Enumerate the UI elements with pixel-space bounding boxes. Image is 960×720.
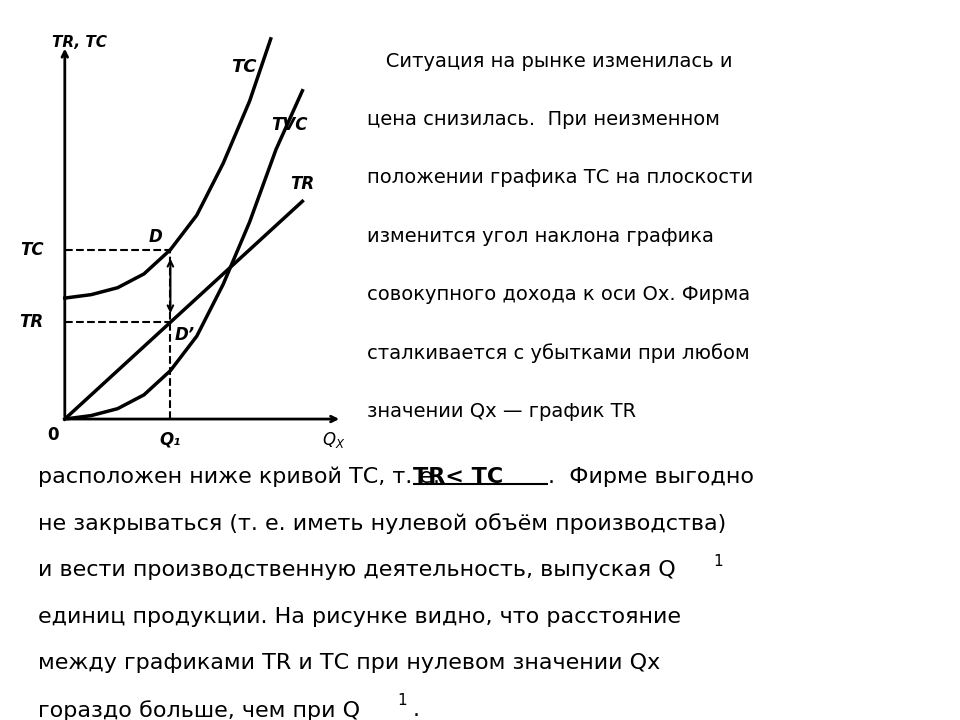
Text: совокупного дохода к оси Ох. Фирма: совокупного дохода к оси Ох. Фирма [367, 285, 750, 304]
Text: гораздо больше, чем при Q: гораздо больше, чем при Q [38, 700, 361, 720]
Text: изменится угол наклона графика: изменится угол наклона графика [367, 227, 714, 246]
Text: сталкивается с убытками при любом: сталкивается с убытками при любом [367, 343, 750, 363]
Text: .: . [413, 700, 420, 720]
Text: TR< TC: TR< TC [413, 467, 503, 487]
Text: TVC: TVC [271, 116, 307, 134]
Text: и вести производственную деятельность, выпуская Q: и вести производственную деятельность, в… [38, 560, 676, 580]
Text: TC: TC [20, 240, 43, 258]
Text: положении графика ТС на плоскости: положении графика ТС на плоскости [367, 168, 753, 187]
Text: .  Фирме выгодно: . Фирме выгодно [548, 467, 755, 487]
Text: $Q_X$: $Q_X$ [323, 430, 346, 450]
Text: 1: 1 [713, 554, 723, 569]
Text: расположен ниже кривой ТС, т. е.: расположен ниже кривой ТС, т. е. [38, 467, 447, 487]
Text: TR, TC: TR, TC [52, 35, 107, 50]
Text: D’: D’ [175, 325, 195, 343]
Text: 0: 0 [47, 426, 59, 444]
Text: 1: 1 [397, 693, 407, 708]
Text: D: D [149, 228, 163, 246]
Text: TR: TR [19, 313, 43, 331]
Text: TR: TR [290, 175, 315, 193]
Text: Ситуация на рынке изменилась и: Ситуация на рынке изменилась и [367, 52, 732, 71]
Text: единиц продукции. На рисунке видно, что расстояние: единиц продукции. На рисунке видно, что … [38, 607, 682, 627]
Text: цена снизилась.  При неизменном: цена снизилась. При неизменном [367, 110, 720, 129]
Text: TC: TC [231, 58, 257, 76]
Text: значении Qx — график TR: значении Qx — график TR [367, 402, 636, 420]
Text: между графиками TR и ТС при нулевом значении Qx: между графиками TR и ТС при нулевом знач… [38, 654, 660, 673]
Text: Q₁: Q₁ [159, 431, 181, 449]
Text: не закрываться (т. е. иметь нулевой объём производства): не закрываться (т. е. иметь нулевой объё… [38, 513, 727, 534]
